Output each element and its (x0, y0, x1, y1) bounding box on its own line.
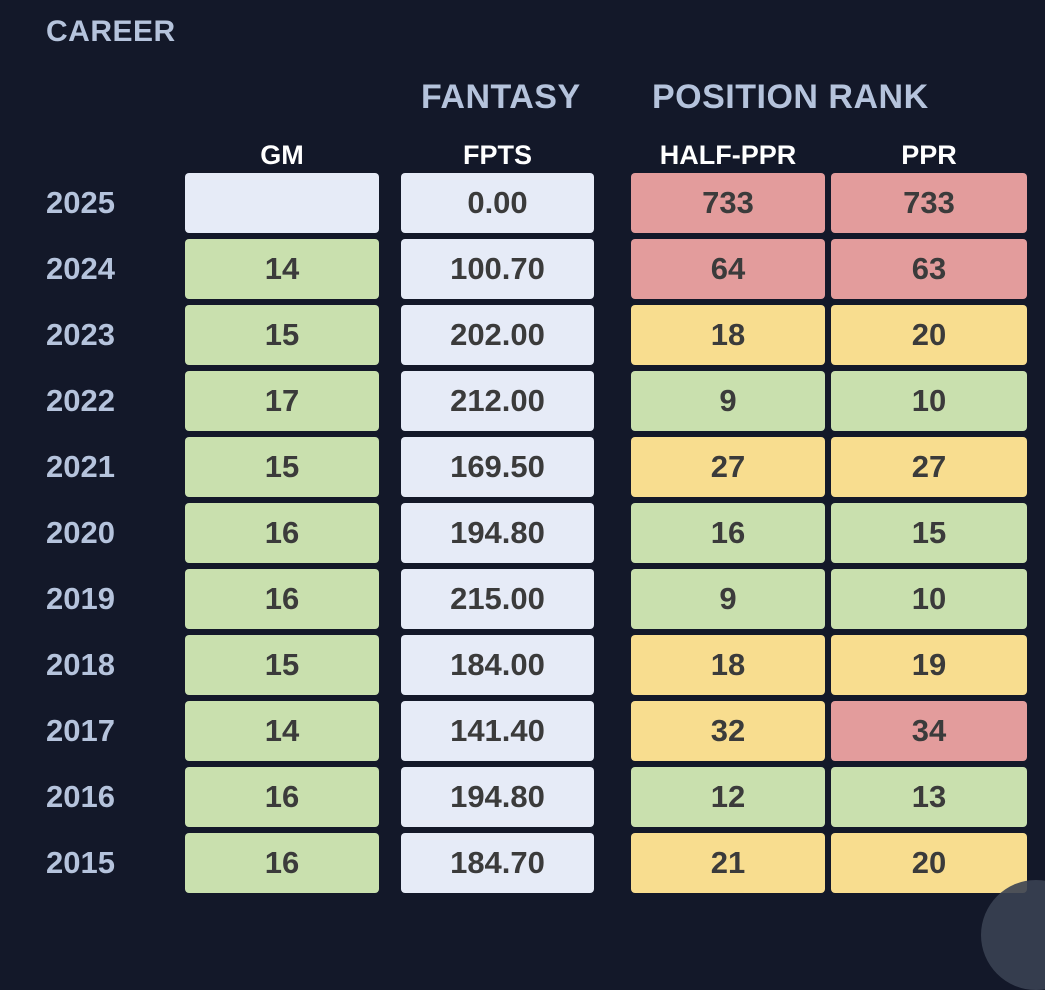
table-row: 2025 0.00 733 733 (0, 173, 1045, 239)
year-label: 2015 (46, 845, 115, 880)
half-ppr-rank-cell: 733 (631, 173, 825, 233)
year-label: 2017 (46, 713, 115, 748)
fpts-cell: 194.80 (401, 503, 594, 563)
fpts-cell: 202.00 (401, 305, 594, 365)
ppr-rank-cell: 63 (831, 239, 1027, 299)
gm-cell: 16 (185, 569, 379, 629)
table-row: 2017 14 141.40 32 34 (0, 701, 1045, 767)
year-label: 2016 (46, 779, 115, 814)
column-header-half-ppr: HALF-PPR (659, 140, 797, 170)
fpts-cell: 184.70 (401, 833, 594, 893)
gm-cell: 15 (185, 635, 379, 695)
fpts-cell: 215.00 (401, 569, 594, 629)
column-header-ppr: PPR (901, 140, 957, 170)
section-title: CAREER (46, 15, 176, 48)
group-header-fantasy: FANTASY (421, 78, 581, 116)
table-row: 2016 16 194.80 12 13 (0, 767, 1045, 833)
table-row: 2019 16 215.00 9 10 (0, 569, 1045, 635)
gm-cell: 14 (185, 701, 379, 761)
ppr-rank-cell: 733 (831, 173, 1027, 233)
column-header-gm: GM (260, 140, 304, 170)
gm-cell: 15 (185, 437, 379, 497)
half-ppr-rank-cell: 12 (631, 767, 825, 827)
half-ppr-rank-cell: 64 (631, 239, 825, 299)
gm-cell: 17 (185, 371, 379, 431)
ppr-rank-cell: 10 (831, 371, 1027, 431)
group-header-position-rank: POSITION RANK (652, 78, 929, 116)
fpts-cell: 0.00 (401, 173, 594, 233)
half-ppr-rank-cell: 32 (631, 701, 825, 761)
gm-cell (185, 173, 379, 233)
half-ppr-rank-cell: 18 (631, 635, 825, 695)
half-ppr-rank-cell: 9 (631, 371, 825, 431)
gm-cell: 16 (185, 833, 379, 893)
gm-cell: 15 (185, 305, 379, 365)
year-label: 2019 (46, 581, 115, 616)
year-label: 2018 (46, 647, 115, 682)
ppr-rank-cell: 27 (831, 437, 1027, 497)
table-row: 2015 16 184.70 21 20 (0, 833, 1045, 899)
fpts-cell: 100.70 (401, 239, 594, 299)
fpts-cell: 141.40 (401, 701, 594, 761)
gm-cell: 14 (185, 239, 379, 299)
ppr-rank-cell: 10 (831, 569, 1027, 629)
fpts-cell: 194.80 (401, 767, 594, 827)
half-ppr-rank-cell: 27 (631, 437, 825, 497)
table-row: 2020 16 194.80 16 15 (0, 503, 1045, 569)
year-label: 2020 (46, 515, 115, 550)
column-header-fpts: FPTS (462, 140, 532, 170)
table-row: 2018 15 184.00 18 19 (0, 635, 1045, 701)
fpts-cell: 169.50 (401, 437, 594, 497)
gm-cell: 16 (185, 767, 379, 827)
half-ppr-rank-cell: 16 (631, 503, 825, 563)
year-label: 2025 (46, 185, 115, 220)
fpts-cell: 212.00 (401, 371, 594, 431)
gm-cell: 16 (185, 503, 379, 563)
half-ppr-rank-cell: 9 (631, 569, 825, 629)
ppr-rank-cell: 15 (831, 503, 1027, 563)
table-row: 2022 17 212.00 9 10 (0, 371, 1045, 437)
year-label: 2021 (46, 449, 115, 484)
ppr-rank-cell: 20 (831, 833, 1027, 893)
table-row: 2021 15 169.50 27 27 (0, 437, 1045, 503)
ppr-rank-cell: 20 (831, 305, 1027, 365)
year-label: 2024 (46, 251, 115, 286)
career-table: 2025 0.00 733 733 2024 14 100.70 64 63 2… (0, 173, 1045, 899)
ppr-rank-cell: 13 (831, 767, 1027, 827)
ppr-rank-cell: 19 (831, 635, 1027, 695)
fpts-cell: 184.00 (401, 635, 594, 695)
year-label: 2022 (46, 383, 115, 418)
ppr-rank-cell: 34 (831, 701, 1027, 761)
table-row: 2024 14 100.70 64 63 (0, 239, 1045, 305)
year-label: 2023 (46, 317, 115, 352)
half-ppr-rank-cell: 18 (631, 305, 825, 365)
table-row: 2023 15 202.00 18 20 (0, 305, 1045, 371)
half-ppr-rank-cell: 21 (631, 833, 825, 893)
